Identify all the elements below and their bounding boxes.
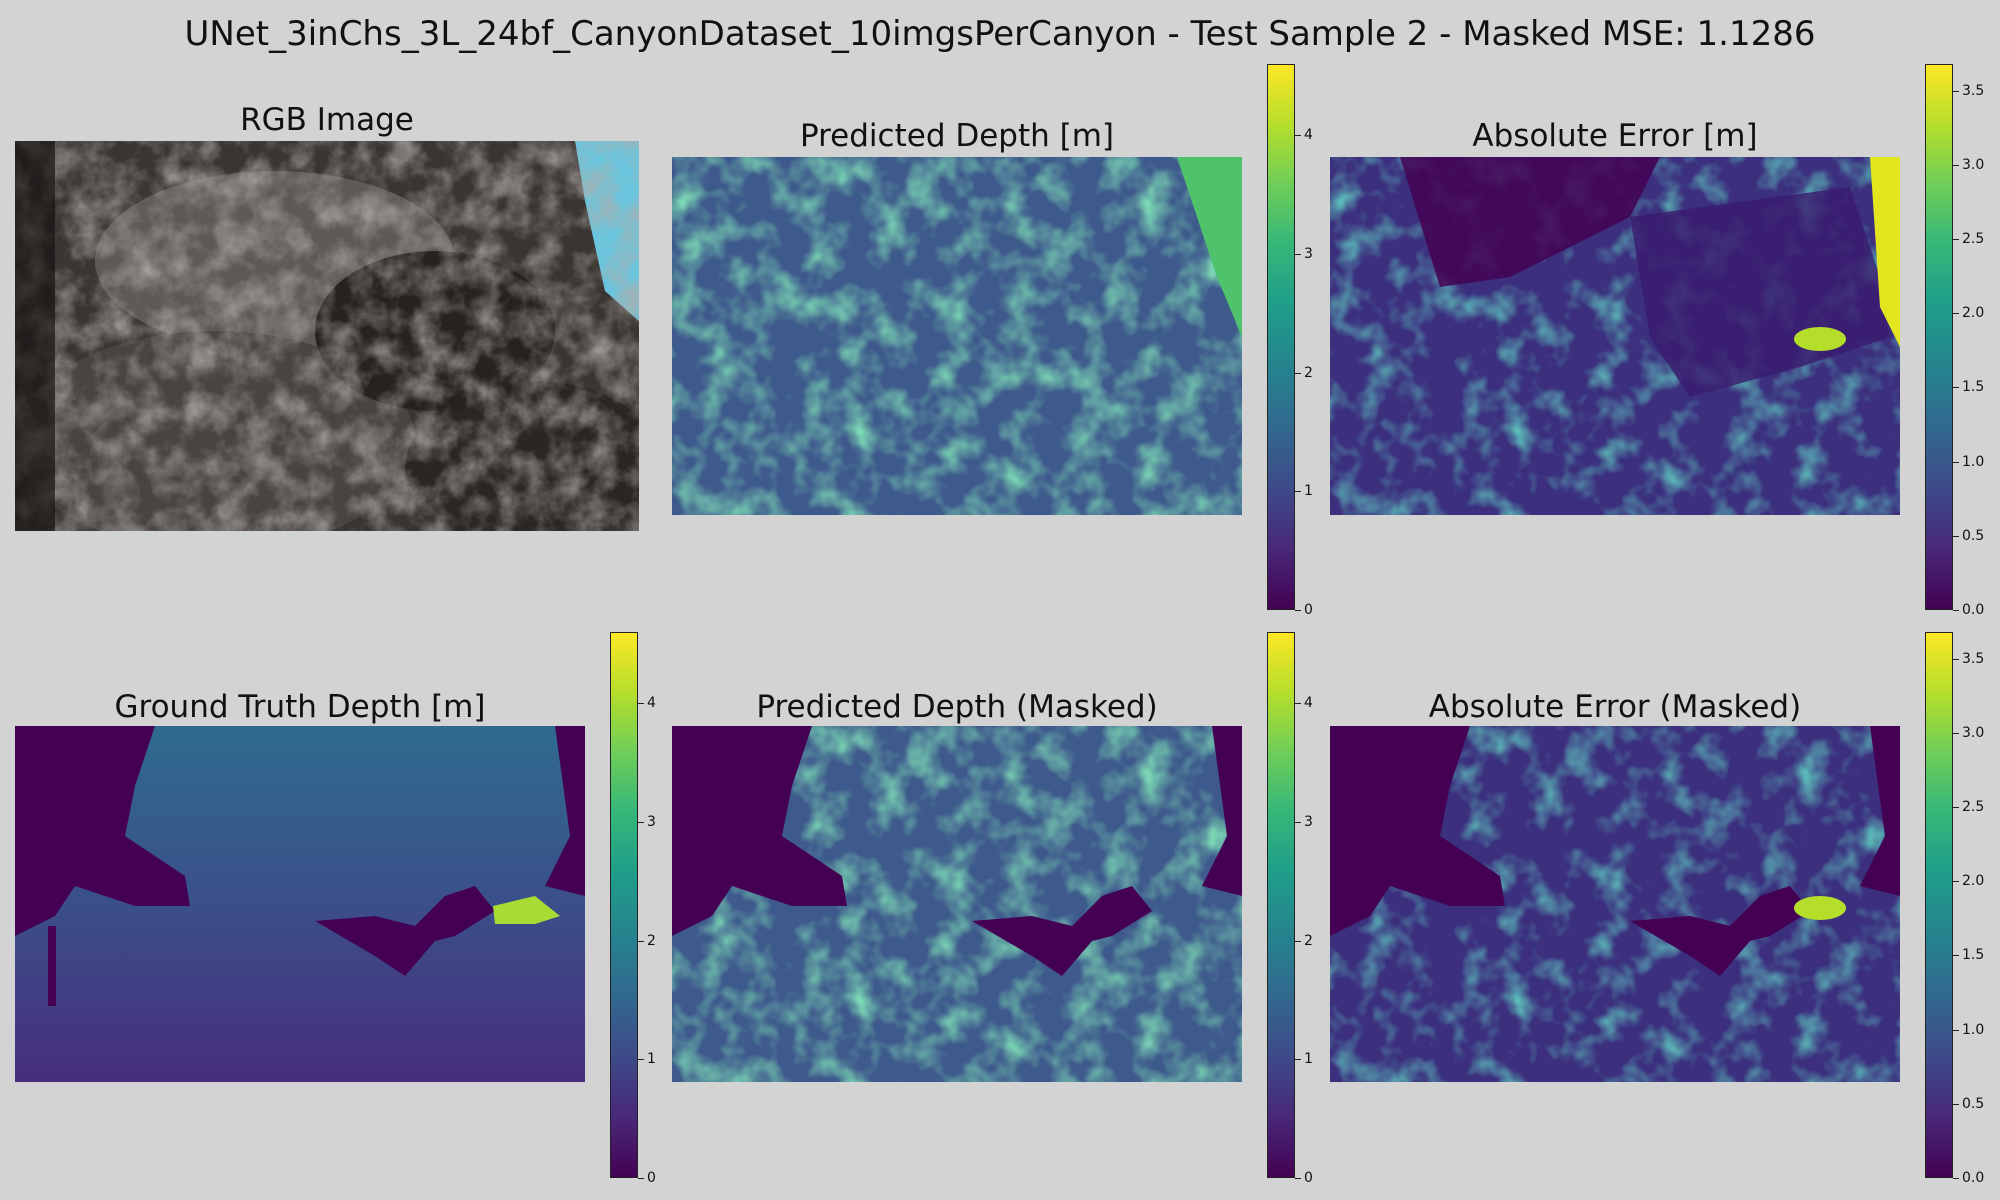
colorbar-tick-mark xyxy=(638,1059,644,1060)
colorbar-tick-label: 2 xyxy=(1304,365,1313,381)
colorbar-tick-mark xyxy=(1953,462,1959,463)
colorbar-tick-mark xyxy=(1953,807,1959,808)
colorbar-tick-mark xyxy=(638,822,644,823)
abs-error-masked-map xyxy=(1330,726,1900,1082)
colorbar-tick-mark xyxy=(638,703,644,704)
colorbar-tick-label: 2.5 xyxy=(1962,799,1985,815)
colorbar-tick-mark xyxy=(1953,239,1959,240)
pred-masked-colorbar xyxy=(1267,632,1295,1178)
colorbar-tick-mark xyxy=(1295,135,1301,136)
pred-depth-masked-map xyxy=(672,726,1242,1082)
colorbar-tick-mark xyxy=(1295,1178,1301,1179)
colorbar-tick-label: 0.5 xyxy=(1962,528,1985,544)
colorbar-tick-mark xyxy=(1953,91,1959,92)
colorbar-tick-label: 3 xyxy=(647,814,656,830)
colorbar-tick-label: 0 xyxy=(1304,602,1313,618)
colorbar-tick-mark xyxy=(1295,822,1301,823)
colorbar-tick-mark xyxy=(1295,373,1301,374)
colorbar-tick-mark xyxy=(1953,733,1959,734)
colorbar-tick-label: 1 xyxy=(647,1051,656,1067)
colorbar-tick-label: 3.5 xyxy=(1962,651,1985,667)
colorbar-tick-label: 2.0 xyxy=(1962,305,1985,321)
colorbar-tick-mark xyxy=(1953,659,1959,660)
colorbar-tick-label: 1 xyxy=(1304,483,1313,499)
pred-colorbar xyxy=(1267,64,1295,610)
colorbar-tick-label: 3.5 xyxy=(1962,83,1985,99)
colorbar-tick-label: 3.0 xyxy=(1962,157,1985,173)
rock-canyon-photo-icon xyxy=(15,141,639,531)
colorbar-tick-label: 3 xyxy=(1304,246,1313,262)
colorbar-tick-mark xyxy=(1953,1030,1959,1031)
colorbar-tick-label: 3 xyxy=(1304,814,1313,830)
colorbar-tick-label: 3.0 xyxy=(1962,725,1985,741)
colorbar-tick-label: 0 xyxy=(647,1170,656,1186)
colorbar-tick-mark xyxy=(1295,491,1301,492)
colorbar-tick-mark xyxy=(1953,165,1959,166)
abs-err-masked-colorbar xyxy=(1925,632,1953,1178)
colorbar-tick-mark xyxy=(1295,1059,1301,1060)
colorbar-tick-label: 1.5 xyxy=(1962,947,1985,963)
colorbar-tick-label: 0.0 xyxy=(1962,602,1985,618)
colorbar-tick-label: 1.5 xyxy=(1962,379,1985,395)
colorbar-tick-mark xyxy=(1953,536,1959,537)
colorbar-tick-label: 2 xyxy=(1304,933,1313,949)
gt-panel-title: Ground Truth Depth [m] xyxy=(114,689,486,725)
colorbar-tick-label: 2 xyxy=(647,933,656,949)
abs-err-masked-panel-title: Absolute Error (Masked) xyxy=(1428,689,1802,725)
colorbar-tick-label: 0.0 xyxy=(1962,1170,1985,1186)
colorbar-tick-mark xyxy=(1295,941,1301,942)
colorbar-tick-label: 2.0 xyxy=(1962,873,1985,889)
colorbar-tick-mark xyxy=(1953,1104,1959,1105)
colorbar-tick-label: 4 xyxy=(1304,695,1313,711)
colorbar-tick-label: 0.5 xyxy=(1962,1096,1985,1112)
gt-depth-map xyxy=(15,726,585,1082)
colorbar-tick-mark xyxy=(1953,881,1959,882)
figure-title: UNet_3inChs_3L_24bf_CanyonDataset_10imgs… xyxy=(184,14,1816,54)
colorbar-tick-mark xyxy=(1953,1178,1959,1179)
colorbar-tick-label: 1 xyxy=(1304,1051,1313,1067)
colorbar-tick-mark xyxy=(1295,703,1301,704)
colorbar-tick-label: 2.5 xyxy=(1962,231,1985,247)
pred-depth-map xyxy=(672,157,1242,515)
rgb-image xyxy=(15,141,639,531)
colorbar-tick-label: 1.0 xyxy=(1962,454,1985,470)
abs-err-panel-title: Absolute Error [m] xyxy=(1472,118,1758,154)
rgb-panel-title: RGB Image xyxy=(240,102,414,138)
colorbar-tick-label: 4 xyxy=(647,695,656,711)
pred-panel-title: Predicted Depth [m] xyxy=(799,118,1115,154)
colorbar-tick-mark xyxy=(1953,955,1959,956)
colorbar-tick-label: 4 xyxy=(1304,127,1313,143)
colorbar-tick-mark xyxy=(638,1178,644,1179)
colorbar-tick-mark xyxy=(1295,610,1301,611)
colorbar-tick-mark xyxy=(1953,610,1959,611)
abs-err-colorbar xyxy=(1925,64,1953,610)
colorbar-tick-mark xyxy=(638,941,644,942)
gt-colorbar xyxy=(610,632,638,1178)
colorbar-tick-mark xyxy=(1953,387,1959,388)
colorbar-tick-label: 0 xyxy=(1304,1170,1313,1186)
colorbar-tick-mark xyxy=(1953,313,1959,314)
pred-masked-panel-title: Predicted Depth (Masked) xyxy=(756,689,1158,725)
colorbar-tick-label: 1.0 xyxy=(1962,1022,1985,1038)
abs-error-map xyxy=(1330,157,1900,515)
colorbar-tick-mark xyxy=(1295,254,1301,255)
